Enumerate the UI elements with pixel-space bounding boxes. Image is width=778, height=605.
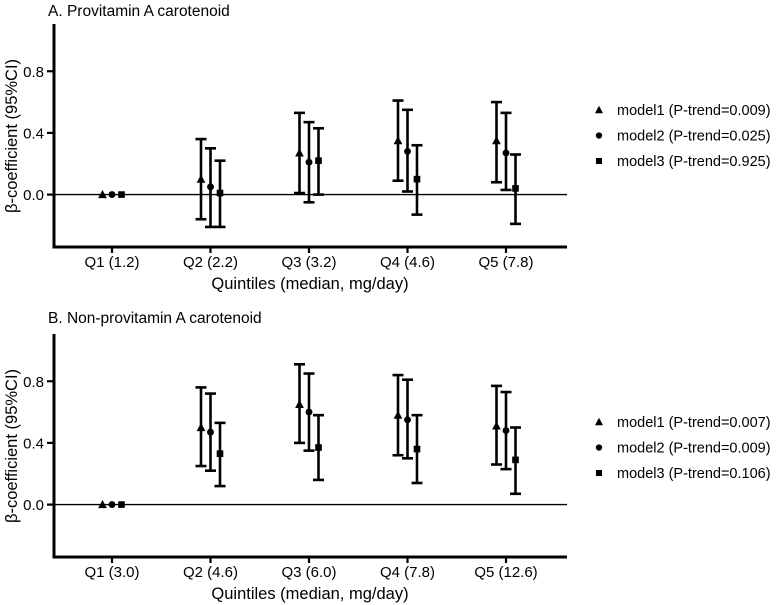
x-tick-label: Q5 (12.6) (474, 564, 537, 581)
point-circle-icon (207, 183, 214, 191)
legend-label: model1 (P-trend=0.009) (617, 103, 771, 119)
legend-circle-icon (595, 444, 603, 451)
panel-a-x-axis-label: Quintiles (median, mg/day) (211, 275, 408, 293)
point-circle-icon (108, 191, 116, 199)
point-circle-icon (502, 149, 510, 157)
panel-b-chart: B. Non-provitamin A carotenoid β-coeffic… (3, 310, 771, 603)
legend-circle-icon (595, 132, 603, 139)
point-circle-icon (404, 147, 411, 155)
x-tick-label: Q3 (6.0) (281, 564, 336, 581)
panel-b-x-axis-label: Quintiles (median, mg/day) (211, 585, 408, 603)
legend-triangle-icon (595, 417, 603, 426)
point-square-icon (216, 450, 224, 458)
panel-b-y-axis-label: β-coefficient (95%CI) (3, 369, 21, 523)
panel-a-plot-area: 0.0 0.4 0.8 Q1 (1.2) Q2 (2.2) Q3 (3.2) Q4 (4.6… (23, 24, 771, 271)
panel-b-title: B. Non-provitamin A carotenoid (48, 310, 262, 327)
x-tick-label: Q1 (1.2) (84, 254, 139, 271)
x-tick-label: Q4 (7.8) (380, 564, 435, 581)
y-tick-label: 0.8 (23, 374, 44, 391)
point-triangle-icon (295, 148, 304, 157)
point-square-icon (413, 445, 421, 453)
point-circle-icon (404, 416, 411, 424)
x-tick-label: Q2 (4.6) (183, 564, 238, 581)
legend-label: model1 (P-trend=0.007) (617, 415, 771, 431)
point-circle-icon (305, 408, 313, 416)
point-square-icon (118, 501, 125, 508)
point-square-icon (216, 189, 224, 197)
point-circle-icon (502, 427, 510, 435)
panel-a-title: A. Provitamin A carotenoid (48, 3, 230, 20)
point-triangle-icon (492, 421, 501, 430)
y-tick-label: 0.8 (23, 64, 44, 81)
point-circle-icon (207, 428, 214, 436)
point-triangle-icon (98, 189, 107, 199)
point-triangle-icon (393, 136, 403, 145)
legend-label: model3 (P-trend=0.106) (617, 466, 771, 482)
point-square-icon (315, 157, 322, 164)
panel-a-chart: A. Provitamin A carotenoid β-coefficient… (3, 3, 771, 293)
y-tick-label: 0.0 (23, 497, 44, 514)
point-triangle-icon (393, 410, 403, 419)
legend-label: model3 (P-trend=0.925) (617, 154, 771, 170)
legend-square-icon (595, 157, 603, 165)
panel-b-plot-area: 0.0 0.4 0.8 Q1 (3.0) Q2 (4.6) Q3 (6.0) Q4 (7.8… (23, 334, 771, 581)
point-triangle-icon (295, 399, 304, 408)
point-triangle-icon (196, 422, 206, 432)
point-square-icon (413, 175, 421, 183)
point-circle-icon (108, 501, 116, 509)
legend-square-icon (595, 469, 603, 477)
panel-a-y-axis-label: β-coefficient (95%CI) (3, 59, 21, 213)
x-tick-label: Q1 (3.0) (84, 564, 139, 581)
point-triangle-icon (196, 174, 206, 183)
point-circle-icon (305, 158, 313, 166)
point-triangle-icon (98, 499, 107, 509)
y-tick-label: 0.0 (23, 187, 44, 204)
y-tick-label: 0.4 (23, 125, 44, 142)
point-square-icon (118, 191, 125, 198)
point-square-icon (315, 444, 322, 451)
legend-triangle-icon (595, 105, 603, 114)
x-tick-label: Q4 (4.6) (380, 254, 435, 271)
x-tick-label: Q2 (2.2) (183, 254, 238, 271)
legend-label: model2 (P-trend=0.009) (617, 441, 771, 457)
legend-label: model2 (P-trend=0.025) (617, 129, 771, 145)
point-square-icon (512, 185, 519, 192)
point-triangle-icon (492, 136, 501, 145)
point-square-icon (512, 456, 519, 464)
x-tick-label: Q3 (3.2) (281, 254, 336, 271)
y-tick-label: 0.4 (23, 435, 44, 452)
x-tick-label: Q5 (7.8) (478, 254, 533, 271)
